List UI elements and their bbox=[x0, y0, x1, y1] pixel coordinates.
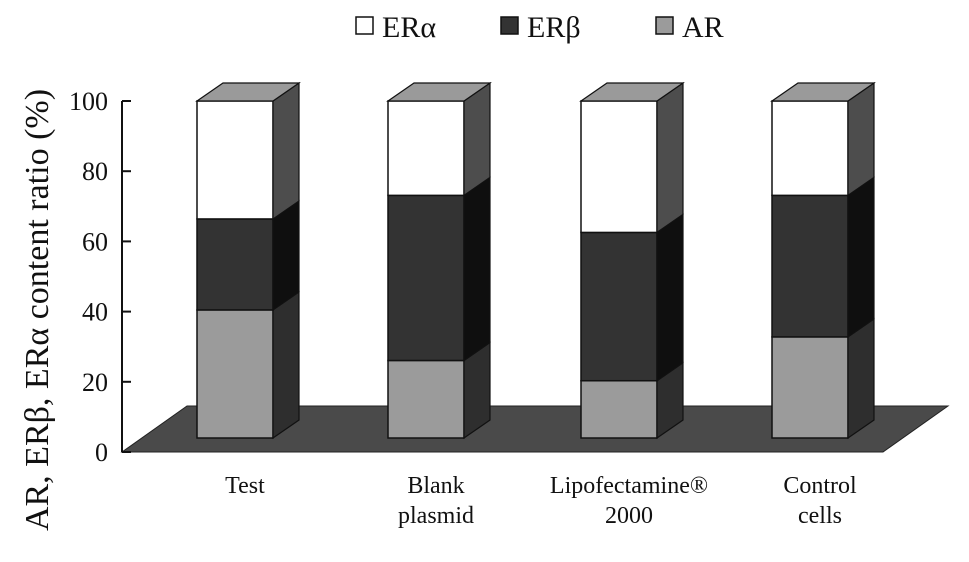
x-tick-label-line: Blank bbox=[407, 473, 464, 499]
category-labels: Test Blank plasmid Lipofectamine® 2000 Contro… bbox=[225, 473, 857, 529]
bar-segment-ar bbox=[771, 336, 849, 439]
chart-floor bbox=[120, 405, 950, 453]
floor-plane bbox=[120, 405, 950, 453]
y-tick-label: 40 bbox=[82, 298, 108, 327]
legend-swatch bbox=[500, 16, 519, 35]
bar-segment-er bbox=[196, 218, 274, 311]
bar-segment-side bbox=[272, 81, 300, 221]
bar-stack bbox=[386, 81, 492, 440]
y-tick-label: 0 bbox=[95, 438, 108, 467]
legend: ERα ERβ AR bbox=[355, 11, 724, 44]
x-tick-label: Test bbox=[225, 473, 265, 499]
bar-segment-side bbox=[847, 81, 875, 197]
x-tick-label: Control cells bbox=[783, 473, 857, 529]
bar-top-face bbox=[770, 82, 876, 102]
bar-top-face bbox=[195, 82, 301, 102]
bar-segment-er bbox=[387, 100, 465, 197]
bar-stack bbox=[770, 81, 876, 440]
bar-segment-side bbox=[272, 199, 300, 312]
bar-top-face bbox=[386, 82, 492, 102]
x-tick-label-line: cells bbox=[798, 503, 842, 529]
bar-segment-ar bbox=[387, 359, 465, 439]
legend-label: ERβ bbox=[527, 11, 581, 44]
x-tick-label: Blank plasmid bbox=[398, 473, 474, 529]
bar-segment-side bbox=[463, 81, 491, 197]
x-tick-label-line: Test bbox=[225, 473, 265, 499]
x-tick-label-line: Lipofectamine® bbox=[550, 473, 708, 499]
legend-swatch bbox=[655, 16, 674, 35]
x-tick-label-line: plasmid bbox=[398, 503, 474, 529]
x-tick-label: Lipofectamine® 2000 bbox=[550, 473, 708, 529]
bars bbox=[195, 81, 876, 440]
bar-segment-side bbox=[656, 213, 684, 382]
legend-label: AR bbox=[682, 11, 724, 44]
y-axis-label: AR, ERβ, ERα content ratio (%) bbox=[19, 89, 56, 531]
bar-segment-side bbox=[847, 176, 875, 339]
y-tick-label: 20 bbox=[82, 368, 108, 397]
y-tick-label: 100 bbox=[69, 87, 108, 116]
bar-segment-ar bbox=[580, 379, 658, 439]
bar-segment-er bbox=[771, 194, 849, 338]
bar-stack bbox=[195, 81, 301, 440]
bar-segment-side bbox=[847, 317, 875, 440]
bar-segment-ar bbox=[196, 309, 274, 439]
bar-segment-er bbox=[580, 231, 658, 382]
bar-segment-er bbox=[196, 100, 274, 220]
bar-top-face bbox=[579, 82, 685, 102]
x-tick-label-line: Control bbox=[783, 473, 857, 499]
bar-segment-side bbox=[463, 176, 491, 362]
bar-segment-er bbox=[771, 100, 849, 197]
y-tick-label: 60 bbox=[82, 227, 108, 256]
legend-swatch bbox=[355, 16, 374, 35]
y-axis: 0 20 40 60 80 100 bbox=[69, 87, 131, 467]
bar-stack bbox=[579, 81, 685, 440]
bar-segment-side bbox=[656, 81, 684, 234]
x-tick-label-line: 2000 bbox=[605, 503, 653, 529]
y-tick-label: 80 bbox=[82, 157, 108, 186]
legend-label: ERα bbox=[382, 11, 436, 44]
bar-segment-side bbox=[272, 290, 300, 440]
bar-segment-er bbox=[387, 194, 465, 362]
bar-segment-er bbox=[580, 100, 658, 234]
